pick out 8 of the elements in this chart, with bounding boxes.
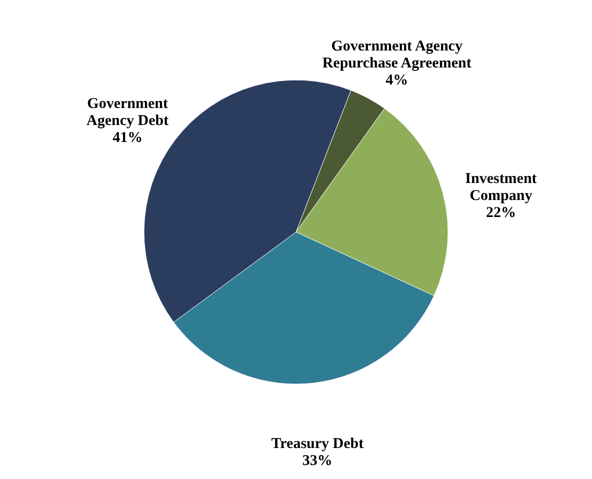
slice-label: Investment Company: [465, 170, 537, 204]
slice-label: Government Agency Debt: [86, 96, 169, 130]
slice-label: Government Agency Repurchase Agreement: [322, 38, 472, 72]
data-label: 41%: [112, 130, 143, 146]
data-label: 33%: [302, 452, 332, 469]
data-label: 4%: [386, 72, 408, 89]
data-label: 22%: [486, 204, 516, 221]
slice-label: Treasury Debt: [271, 436, 364, 452]
